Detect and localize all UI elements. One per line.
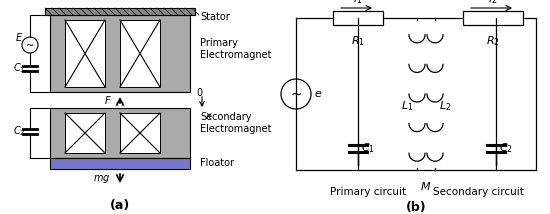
- Bar: [50, 15, 190, 92]
- Bar: [120, 20, 160, 87]
- Text: $C_1$: $C_1$: [361, 141, 375, 155]
- Bar: [65, 20, 105, 87]
- Text: $M$: $M$: [420, 180, 432, 192]
- Text: $F$: $F$: [104, 94, 112, 106]
- Text: Primary
Electromagnet: Primary Electromagnet: [200, 38, 272, 60]
- Text: Secondary circuit: Secondary circuit: [432, 187, 524, 197]
- Text: $R_1$: $R_1$: [351, 34, 365, 48]
- Text: (b): (b): [406, 201, 426, 214]
- Bar: [50, 158, 190, 169]
- Bar: [333, 11, 383, 25]
- Bar: [50, 108, 190, 158]
- Text: $R_2$: $R_2$: [486, 34, 500, 48]
- Text: Primary circuit: Primary circuit: [330, 187, 406, 197]
- Text: $E$: $E$: [15, 31, 23, 43]
- Bar: [463, 11, 523, 25]
- Text: Stator: Stator: [200, 12, 230, 22]
- Text: $C_1$: $C_1$: [13, 61, 25, 75]
- Text: $C_2$: $C_2$: [499, 141, 513, 155]
- Text: ~: ~: [26, 41, 34, 51]
- Text: $0$: $0$: [196, 86, 204, 98]
- Text: Secondary
Electromagnet: Secondary Electromagnet: [200, 112, 272, 134]
- Text: $L_2$: $L_2$: [439, 99, 452, 113]
- Text: Floator: Floator: [200, 158, 234, 168]
- Bar: [45, 8, 195, 15]
- Text: $e$: $e$: [314, 89, 322, 99]
- Text: $i_2$: $i_2$: [488, 0, 498, 6]
- Text: $L_1$: $L_1$: [400, 99, 413, 113]
- Text: ~: ~: [290, 88, 302, 102]
- Bar: [120, 113, 160, 153]
- Text: (a): (a): [110, 199, 130, 211]
- Bar: [65, 113, 105, 153]
- Text: $i_1$: $i_1$: [353, 0, 362, 6]
- Text: $mg$: $mg$: [93, 173, 110, 185]
- Text: $x$: $x$: [205, 111, 213, 121]
- Text: $C_2$: $C_2$: [13, 124, 25, 138]
